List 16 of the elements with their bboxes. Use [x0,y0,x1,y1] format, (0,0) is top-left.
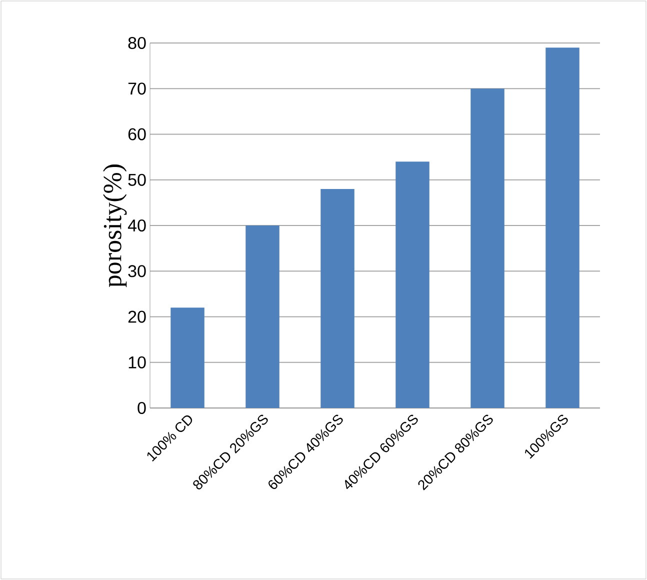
bar [396,162,430,408]
bar [246,225,280,408]
y-tick-label: 0 [138,402,146,414]
y-axis-title: porosity(%) [103,164,127,288]
y-tick-label: 80 [128,36,146,50]
y-tick-label: 70 [128,82,146,95]
y-tick-label: 30 [128,265,146,278]
y-tick-label: 20 [128,310,146,323]
y-tick-label: 60 [128,128,146,140]
y-tick-label: 10 [128,356,146,368]
bar [170,308,204,408]
y-tick-label: 40 [128,219,146,232]
y-tick-label: 50 [128,174,146,186]
bar [320,188,354,408]
bar [470,88,504,408]
bar [546,48,580,408]
